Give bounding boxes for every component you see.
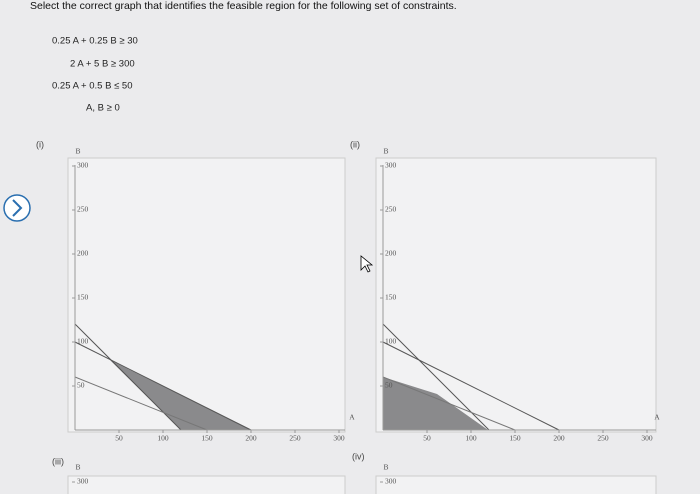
graph-label: (i) xyxy=(36,139,44,149)
x-tick-label: 100 xyxy=(157,434,169,443)
y-tick-label: 50 xyxy=(385,381,393,390)
y-tick-label: 150 xyxy=(385,293,397,302)
y-axis-label: B xyxy=(75,147,80,156)
graphs xyxy=(67,157,657,494)
plot-area xyxy=(67,157,346,433)
y-tick-label: 300 xyxy=(385,477,397,486)
nav-arrow[interactable] xyxy=(12,199,23,217)
y-tick-label: 300 xyxy=(385,161,397,170)
y-axis-label: B xyxy=(383,147,388,156)
x-tick-label: 150 xyxy=(201,434,213,443)
x-tick-label: 50 xyxy=(423,434,431,443)
x-tick-label: 200 xyxy=(245,434,257,443)
y-tick-label: 100 xyxy=(385,337,397,346)
constraint-line xyxy=(382,376,516,431)
y-tick-label: 300 xyxy=(77,477,89,486)
y-tick-label: 300 xyxy=(77,161,89,170)
y-tick-label: 150 xyxy=(77,293,89,302)
plot-area xyxy=(375,475,657,494)
question: Select the correct graph that identifies… xyxy=(30,0,457,12)
plot-area xyxy=(375,157,657,433)
y-tick-label: 250 xyxy=(385,205,397,214)
constraint: 2 A + 5 B ≥ 300 xyxy=(70,59,135,70)
nav-circle[interactable] xyxy=(3,194,31,222)
graph-label: (iv) xyxy=(352,451,365,461)
x-tick-label: 300 xyxy=(641,434,653,443)
constraint: 0.25 A + 0.25 B ≥ 30 xyxy=(52,36,138,47)
plot-area xyxy=(67,475,346,494)
x-tick-label: 100 xyxy=(465,434,477,443)
y-tick-label: 200 xyxy=(385,249,397,258)
x-tick-label: 250 xyxy=(597,434,609,443)
y-tick-label: 250 xyxy=(77,205,89,214)
constraint-line xyxy=(74,341,252,431)
y-axis-label: B xyxy=(383,463,388,472)
x-tick-label: 50 xyxy=(115,434,123,443)
y-tick-label: 200 xyxy=(77,249,89,258)
cursor xyxy=(360,255,374,273)
x-axis-label: A xyxy=(654,413,660,422)
y-tick-label: 50 xyxy=(77,381,85,390)
constraint: A, B ≥ 0 xyxy=(86,103,120,114)
x-tick-label: 150 xyxy=(509,434,521,443)
constraint-line xyxy=(382,341,560,431)
y-axis-label: B xyxy=(75,463,80,472)
graph-label: (ii) xyxy=(350,139,360,149)
constraint: 0.25 A + 0.5 B ≤ 50 xyxy=(52,81,133,92)
nav-button[interactable] xyxy=(3,194,31,222)
feasible-region xyxy=(383,377,488,430)
x-tick-label: 250 xyxy=(289,434,301,443)
constraint-line xyxy=(74,376,208,431)
x-tick-label: 300 xyxy=(333,434,345,443)
x-axis-label: A xyxy=(349,413,355,422)
y-tick-label: 100 xyxy=(77,337,89,346)
graph-label: (iii) xyxy=(52,456,64,466)
x-tick-label: 200 xyxy=(553,434,565,443)
